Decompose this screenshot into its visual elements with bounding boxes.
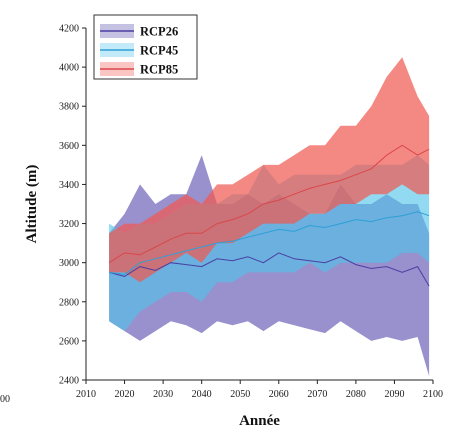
y-tick-label: 4200: [59, 24, 79, 35]
legend-item-rcp45: RCP45: [100, 43, 178, 58]
x-tick-label: 2060: [269, 389, 289, 400]
x-tick-label: 2010: [76, 389, 96, 400]
y-tick-label: 2600: [59, 336, 79, 347]
band-rcp85: [109, 57, 430, 283]
legend-label: RCP45: [140, 44, 178, 58]
legend-label: RCP26: [140, 25, 178, 39]
line-rcp26: [108, 252, 430, 287]
series-bands: [109, 57, 430, 377]
y-tick-label: 3600: [59, 141, 79, 152]
legend-item-rcp26: RCP26: [100, 24, 178, 39]
legend: RCP26 RCP45 RCP85: [93, 14, 198, 80]
x-tick-label: 2070: [307, 389, 327, 400]
legend-item-rcp85: RCP85: [100, 62, 178, 77]
x-tick-label: 2080: [346, 389, 366, 400]
y-tick-label: 2400: [59, 376, 79, 387]
x-tick-label: 2100: [423, 389, 443, 400]
y-tick-label: 3800: [59, 102, 79, 113]
line-rcp45: [109, 211, 430, 275]
x-axis-title: Année: [239, 413, 280, 429]
x-tick-label: 2040: [192, 389, 212, 400]
x-tick-label: 2020: [115, 389, 135, 400]
legend-label: RCP85: [140, 63, 178, 77]
y-tick-label: 3200: [59, 219, 79, 230]
y-tick-label: 3000: [59, 258, 79, 269]
x-tick-label: 2030: [153, 389, 173, 400]
y-tick-label: 3400: [59, 180, 79, 191]
axes: 2400 2600 2800 3000 3200 3400 3600 3800 4000 4200…: [24, 24, 443, 430]
series-mean-lines: [108, 144, 430, 287]
x-tick-label: 2090: [384, 389, 404, 400]
y-tick-label: 2800: [59, 297, 79, 308]
x-tick-label: 2050: [230, 389, 250, 400]
line-rcp85: [108, 144, 430, 264]
y-axis-title: Altitude (m): [24, 165, 40, 244]
y-tick-label: 4000: [59, 63, 79, 74]
left-edge-fragment: 00: [0, 394, 10, 405]
